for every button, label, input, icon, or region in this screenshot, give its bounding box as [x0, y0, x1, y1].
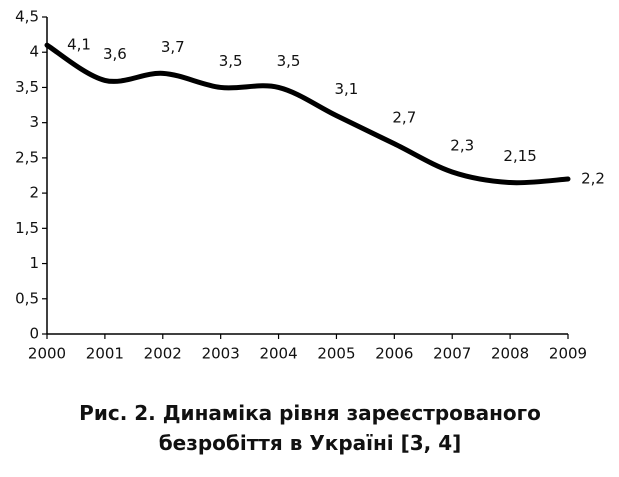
x-tick-label: 2005 — [317, 345, 355, 363]
line — [44, 42, 571, 186]
data-label: 3,6 — [103, 45, 127, 63]
x-tick-label: 2009 — [549, 345, 587, 363]
data-label: 4,1 — [67, 36, 91, 54]
y-tick-label: 1,5 — [15, 219, 39, 237]
data-label: 3,7 — [161, 38, 185, 56]
y-tick-label: 2 — [29, 184, 39, 202]
data-label: 3,5 — [219, 52, 243, 70]
x-tick-label: 2003 — [202, 345, 240, 363]
x-tick-label: 2008 — [491, 345, 529, 363]
y-tick-label: 0,5 — [15, 289, 39, 307]
y-tick-label: 2,5 — [15, 148, 39, 166]
y-tick-label: 1 — [29, 254, 39, 272]
y-tick-label: 0 — [29, 325, 39, 343]
data-label: 2,7 — [392, 108, 416, 126]
x-tick-label: 2007 — [433, 345, 471, 363]
x-tick-label: 2001 — [86, 345, 124, 363]
data-label: 3,1 — [335, 80, 359, 98]
x-tick-label: 2006 — [375, 345, 413, 363]
chart: 0 0,5 1 1,5 2 2,5 3 3,5 4 4,5 2000 2001 2002 2003 2004… — [15, 8, 605, 363]
data-label: 2,2 — [581, 170, 605, 188]
data-label: 2,3 — [450, 136, 474, 154]
data-label: 3,5 — [277, 52, 301, 70]
x-tick-label: 2000 — [28, 345, 66, 363]
chart-title: Рис. 2. Динаміка рівня зареєстрованого б… — [79, 401, 541, 455]
y-tick-label: 3,5 — [15, 78, 39, 96]
y-tick-label: 4 — [29, 43, 39, 61]
x-tick-label: 2002 — [144, 345, 182, 363]
data-label: 2,15 — [503, 147, 536, 165]
y-tick-label: 3 — [29, 113, 39, 131]
y-tick-label: 4,5 — [15, 8, 39, 26]
x-tick-label: 2004 — [259, 345, 297, 363]
